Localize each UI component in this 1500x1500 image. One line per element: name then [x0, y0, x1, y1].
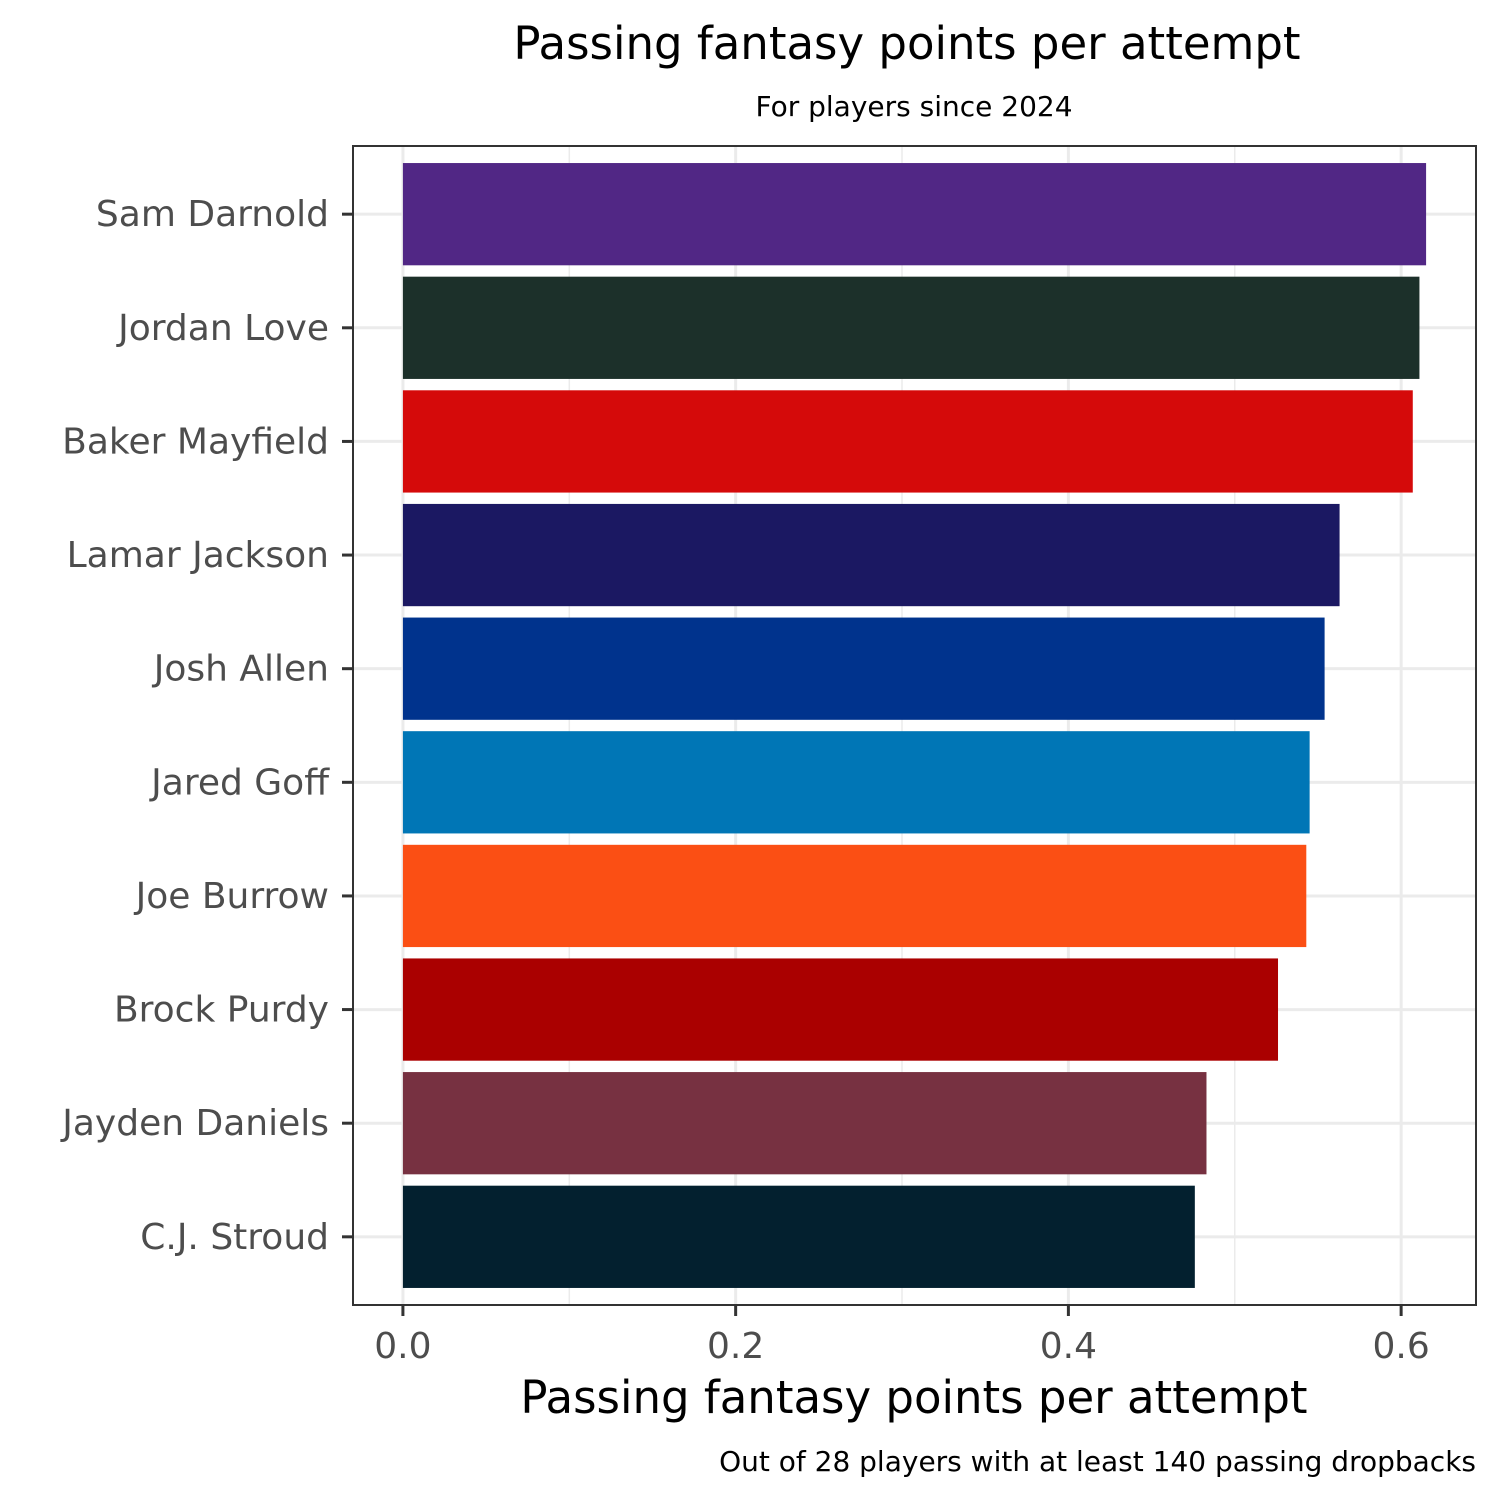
- x-tick-label: 0.0: [374, 1326, 431, 1367]
- bar-joe-burrow: [402, 844, 1307, 948]
- bar-josh-allen: [402, 617, 1325, 720]
- chart-subtitle: For players since 2024: [755, 90, 1072, 123]
- bars: [402, 163, 1427, 1288]
- y-tick-label: Lamar Jackson: [67, 535, 329, 576]
- x-axis: 0.0 0.2 0.4 0.6: [374, 1305, 1430, 1367]
- bar-c-j-stroud: [402, 1185, 1195, 1288]
- x-tick-label: 0.2: [707, 1326, 764, 1367]
- y-tick-label: Jayden Daniels: [60, 1103, 329, 1144]
- y-tick-label: Jared Goff: [149, 762, 330, 803]
- bar-jayden-daniels: [402, 1072, 1207, 1175]
- y-tick-label: C.J. Stroud: [140, 1217, 329, 1258]
- y-tick-label: Joe Burrow: [134, 876, 329, 917]
- y-tick-label: Baker Mayfield: [62, 421, 329, 462]
- bar-sam-darnold: [402, 163, 1427, 266]
- y-tick-label: Jordan Love: [116, 308, 329, 349]
- plot-border: [352, 145, 1477, 1306]
- bar-jordan-love: [402, 276, 1420, 379]
- bar-lamar-jackson: [402, 503, 1340, 607]
- y-tick-label: Brock Purdy: [114, 990, 329, 1031]
- y-tick-label: Josh Allen: [152, 649, 329, 690]
- x-tick-label: 0.4: [1040, 1326, 1097, 1367]
- bar-jared-goff: [402, 731, 1310, 834]
- x-tick-label: 0.6: [1373, 1326, 1430, 1367]
- bar-brock-purdy: [402, 958, 1279, 1061]
- chart-caption: Out of 28 players with at least 140 pass…: [719, 1445, 1476, 1478]
- chart-title: Passing fantasy points per attempt: [513, 17, 1300, 70]
- bar-baker-mayfield: [402, 390, 1413, 493]
- x-axis-label: Passing fantasy points per attempt: [520, 1371, 1307, 1424]
- y-tick-label: Sam Darnold: [96, 194, 329, 235]
- y-axis: Sam Darnold Jordan Love Baker Mayfield Lama…: [60, 194, 353, 1258]
